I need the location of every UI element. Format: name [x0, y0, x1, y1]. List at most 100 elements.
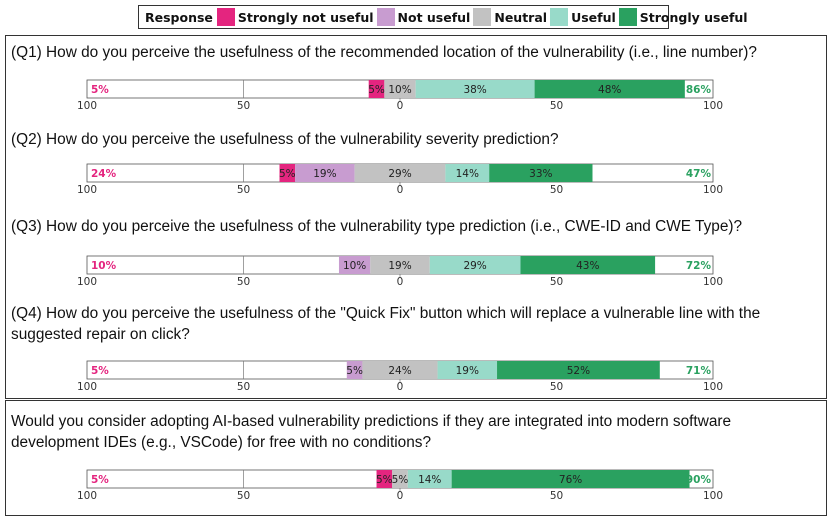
question-q3-text: (Q3) How do you perceive the usefulness …	[11, 218, 743, 235]
tick-label-1-4: 100	[703, 184, 723, 196]
tick-label-2-4: 100	[703, 276, 723, 288]
tick-label-3-1: 50	[237, 381, 250, 393]
bar-segment-2-4	[520, 256, 656, 274]
segment-label-0-2: 10%	[388, 84, 411, 96]
positive-total-2: 72%	[686, 260, 712, 272]
tick-label-4-0: 100	[77, 490, 97, 502]
segment-label-1-3: 14%	[456, 168, 479, 180]
legend-swatch-strongly-useful	[618, 8, 637, 26]
segment-label-1-2: 29%	[388, 168, 411, 180]
legend-entry-strongly-useful: Strongly useful	[618, 8, 748, 26]
positive-total-4: 90%	[686, 474, 712, 486]
adoption-panel	[5, 400, 827, 516]
bar-segment-0-0	[368, 80, 385, 98]
segment-label-2-3: 29%	[463, 260, 486, 272]
legend-label-strongly-not-useful: Strongly not useful	[237, 9, 374, 25]
tick-label-3-2: 0	[397, 381, 404, 393]
tick-label-4-3: 50	[550, 490, 563, 502]
bar-segment-2-1	[338, 256, 371, 274]
segment-label-1-0: 5%	[279, 168, 296, 180]
tick-label-3-0: 100	[77, 381, 97, 393]
bar-segment-1-0	[279, 164, 296, 182]
question-q2-text: (Q2) How do you perceive the usefulness …	[11, 131, 559, 148]
tick-label-2-2: 0	[397, 276, 404, 288]
tick-label-1-0: 100	[77, 184, 97, 196]
positive-total-0: 86%	[686, 84, 712, 96]
tick-label-3-4: 100	[703, 381, 723, 393]
legend-label-useful: Useful	[571, 9, 616, 25]
tick-label-4-4: 100	[703, 490, 723, 502]
negative-total-0: 5%	[91, 84, 109, 96]
tick-label-0-2: 0	[397, 100, 404, 112]
segment-label-3-2: 24%	[388, 365, 411, 377]
negative-total-1: 24%	[91, 168, 117, 180]
legend-entry-not-useful: Not useful	[376, 8, 471, 26]
tick-label-0-4: 100	[703, 100, 723, 112]
segment-label-3-3: 19%	[456, 365, 479, 377]
segment-label-0-3: 38%	[463, 84, 486, 96]
positive-total-1: 47%	[686, 168, 712, 180]
tick-label-0-0: 100	[77, 100, 97, 112]
bar-segment-3-1	[346, 361, 363, 379]
legend: Response Strongly not useful Not useful …	[138, 5, 748, 29]
segment-label-2-1: 10%	[343, 260, 366, 272]
bar-segment-0-3	[415, 80, 535, 98]
bar-segment-4-4	[451, 470, 690, 488]
legend-swatch-neutral	[473, 8, 492, 26]
bar-segment-1-4	[489, 164, 593, 182]
legend-swatch-not-useful	[376, 8, 395, 26]
segment-label-1-4: 33%	[529, 168, 552, 180]
bar-segment-3-3	[437, 361, 498, 379]
bar-segment-4-0	[376, 470, 393, 488]
positive-total-3: 71%	[686, 365, 712, 377]
bar-segment-0-2	[384, 80, 416, 98]
bar-segment-1-3	[445, 164, 490, 182]
negative-total-4: 5%	[91, 474, 109, 486]
tick-label-2-0: 100	[77, 276, 97, 288]
question-q4-text: (Q4) How do you perceive the usefulness …	[11, 305, 761, 343]
segment-label-1-1: 19%	[313, 168, 336, 180]
segment-label-3-1: 5%	[346, 365, 363, 377]
segment-label-2-2: 19%	[388, 260, 411, 272]
tick-label-4-2: 0	[397, 490, 404, 502]
tick-label-0-1: 50	[237, 100, 250, 112]
bar-segment-0-4	[534, 80, 685, 98]
tick-label-0-3: 50	[550, 100, 563, 112]
tick-label-1-2: 0	[397, 184, 404, 196]
question-adoption-text: Would you consider adopting AI-based vul…	[11, 413, 732, 451]
bar-segment-4-3	[407, 470, 452, 488]
tick-label-1-1: 50	[237, 184, 250, 196]
legend-entry-neutral: Neutral	[473, 8, 547, 26]
legend-label-neutral: Neutral	[494, 9, 548, 25]
tick-label-4-1: 50	[237, 490, 250, 502]
legend-swatch-useful	[550, 8, 569, 26]
negative-total-3: 5%	[91, 365, 109, 377]
legend-entry-useful: Useful	[550, 8, 616, 26]
bar-segment-2-3	[429, 256, 521, 274]
bar-segment-4-2	[392, 470, 408, 488]
question-q1-text: (Q1) How do you perceive the usefulness …	[11, 44, 757, 61]
bar-segment-1-2	[354, 164, 446, 182]
tick-label-1-3: 50	[550, 184, 563, 196]
segment-label-0-4: 48%	[598, 84, 621, 96]
segment-label-0-0: 5%	[368, 84, 385, 96]
bar-segment-3-2	[362, 361, 438, 379]
segment-label-3-4: 52%	[567, 365, 590, 377]
segment-label-4-2: 5%	[392, 474, 409, 486]
negative-total-2: 10%	[91, 260, 117, 272]
segment-label-4-4: 76%	[559, 474, 582, 486]
legend-title: Response	[145, 9, 213, 25]
bar-segment-3-4	[497, 361, 660, 379]
legend-label-not-useful: Not useful	[397, 9, 471, 25]
legend-label-strongly-useful: Strongly useful	[639, 9, 748, 25]
tick-label-2-3: 50	[550, 276, 563, 288]
tick-label-3-3: 50	[550, 381, 563, 393]
tick-label-2-1: 50	[237, 276, 250, 288]
segment-label-4-0: 5%	[376, 474, 393, 486]
segment-label-2-4: 43%	[576, 260, 599, 272]
bar-segment-2-2	[370, 256, 430, 274]
legend-swatch-strongly-not-useful	[216, 8, 235, 26]
bar-segment-1-1	[295, 164, 355, 182]
legend-entry-strongly-not-useful: Strongly not useful	[216, 8, 374, 26]
